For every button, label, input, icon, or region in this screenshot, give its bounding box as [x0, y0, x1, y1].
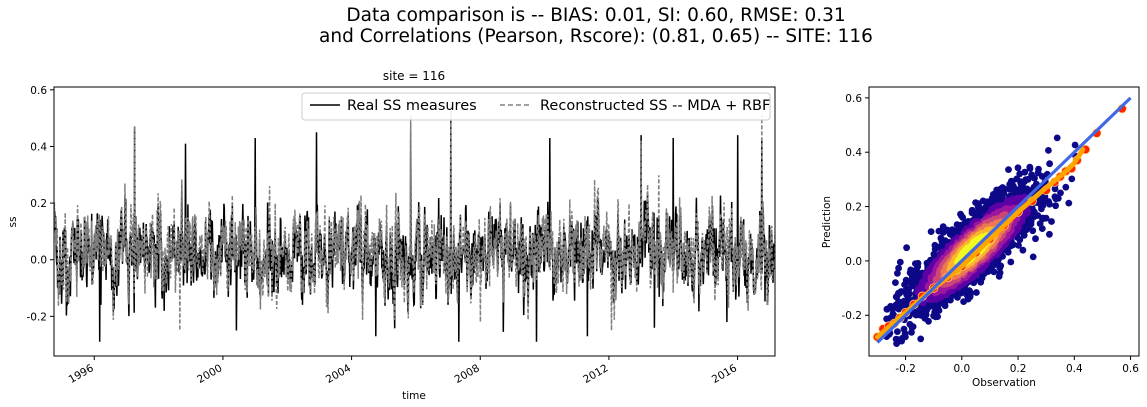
scatter-ytick-label: 0.0: [845, 256, 862, 268]
scatter-ytick-label: 0.6: [845, 93, 862, 105]
scatter-frame: [868, 86, 1140, 357]
ytick-label: 0.0: [30, 255, 47, 267]
xtick-label: 2012: [581, 362, 610, 386]
scatter-xtick-label: 0.0: [953, 363, 970, 375]
scatter-point: [1057, 189, 1064, 197]
scatter-xtick-label: 0.4: [1066, 363, 1083, 375]
ytick-label: 0.4: [30, 141, 47, 153]
scatter-ytick-label: -0.2: [842, 310, 863, 322]
series-reconstructed-ss-line: [54, 103, 775, 331]
scatter-point: [894, 328, 901, 335]
timeseries-chart: site = 116 -0.2 0.0 0.2 0.4 0.6 1996 2000 2004 2…: [7, 69, 776, 402]
timeseries-xlabel: time: [402, 390, 426, 402]
xtick-label: 2016: [710, 362, 739, 386]
scatter-point: [1021, 168, 1029, 176]
legend-box: [301, 92, 771, 121]
scatter-xtick-label: 0.2: [1010, 363, 1027, 375]
scatter-point: [1014, 164, 1022, 172]
scatter-point: [1045, 147, 1052, 154]
timeseries-legend: Real SS measures Reconstructed SS -- MDA…: [301, 92, 771, 121]
scatter-ylabel: Prediction: [821, 196, 833, 248]
ytick-label: 0.6: [30, 85, 47, 97]
legend-label-real: Real SS measures: [347, 98, 477, 114]
scatter-point: [959, 214, 967, 221]
scatter-point: [1029, 253, 1037, 261]
scatter-point: [1051, 193, 1059, 201]
scatter-point: [894, 269, 901, 277]
legend-label-reconstructed: Reconstructed SS -- MDA + RBF: [540, 98, 770, 114]
scatter-point: [960, 298, 967, 305]
scatter-ytick-label: 0.2: [845, 202, 862, 214]
scatter-xlabel: Observation: [972, 377, 1036, 389]
suptitle-line-2: and Correlations (Pearson, Rscore): (0.8…: [319, 26, 873, 47]
scatter-point: [1071, 141, 1079, 149]
scatter-point: [1005, 166, 1012, 174]
scatter-point: [1053, 134, 1061, 142]
timeseries-title: site = 116: [383, 69, 445, 83]
scatter-point: [1045, 198, 1052, 205]
scatter-point: [1026, 165, 1034, 172]
ytick-label: -0.2: [27, 311, 48, 323]
scatter-point: [892, 335, 900, 343]
scatter-point: [1062, 183, 1070, 191]
scatter-point: [904, 294, 912, 301]
scatter-point: [1048, 218, 1055, 225]
timeseries-ylabel: ss: [7, 217, 19, 228]
scatter-point: [903, 244, 910, 252]
scatter-point: [1065, 199, 1073, 207]
xtick-label: 1996: [67, 362, 96, 386]
scatter-point: [895, 264, 902, 272]
scatter-point: [897, 288, 905, 295]
suptitle-line-1: Data comparison is -- BIAS: 0.01, SI: 0.…: [346, 5, 845, 26]
xtick-label: 2004: [324, 362, 353, 386]
ytick-label: 0.2: [30, 198, 47, 210]
scatter-chart: -0.2 0.0 0.2 0.4 0.6 -0.2 0.0 0.2 0.4 0.6 Observa…: [821, 86, 1140, 389]
scatter-ytick-label: 0.4: [845, 147, 862, 159]
scatter-plot-area: [872, 96, 1132, 347]
scatter-point: [892, 279, 899, 286]
scatter-axes: -0.2 0.0 0.2 0.4 0.6 -0.2 0.0 0.2 0.4 0.6: [842, 93, 1140, 375]
scatter-point: [1032, 235, 1039, 243]
timeseries-plot-area: [54, 103, 775, 342]
scatter-point: [997, 262, 1005, 270]
scatter-point: [901, 281, 908, 288]
scatter-point: [1046, 160, 1053, 168]
xtick-label: 2000: [195, 362, 224, 386]
scatter-point: [1031, 174, 1038, 182]
scatter-point: [927, 228, 935, 236]
xtick-label: 2008: [453, 362, 482, 386]
scatter-point: [906, 320, 914, 328]
scatter-point: [1007, 258, 1015, 266]
scatter-point: [1015, 242, 1022, 249]
scatter-point: [973, 289, 980, 296]
scatter-point: [917, 335, 925, 343]
scatter-point: [900, 325, 908, 333]
scatter-xtick-label: -0.2: [895, 363, 916, 375]
scatter-point: [896, 258, 904, 266]
scatter-point: [1052, 202, 1059, 210]
scatter-point: [996, 269, 1004, 277]
scatter-xtick-label: 0.6: [1122, 363, 1139, 375]
scatter-point: [1019, 246, 1027, 254]
scatter-point: [1046, 230, 1053, 238]
identity-line: [876, 96, 1132, 344]
timeseries-frame: [53, 86, 776, 357]
scatter-point: [1068, 175, 1076, 183]
